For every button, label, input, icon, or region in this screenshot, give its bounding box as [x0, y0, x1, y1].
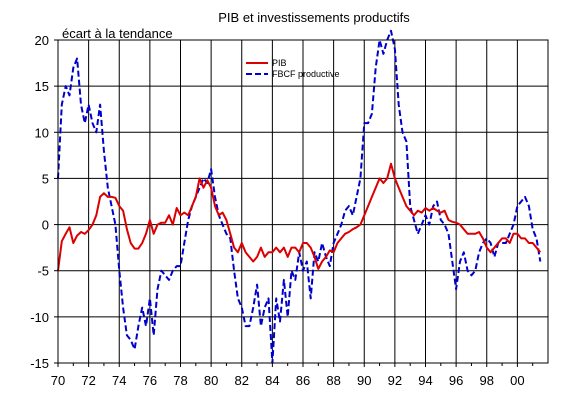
x-tick-label: 88: [326, 373, 340, 388]
series-line-fbcf-productive: [57, 29, 542, 364]
y-tick-label: 10: [35, 125, 49, 140]
x-tick-label: 72: [81, 373, 95, 388]
x-tick-label: 74: [112, 373, 126, 388]
x-tick-label: 86: [296, 373, 310, 388]
y-tick-label: 20: [35, 33, 49, 48]
legend-label-fbcf-productive: FBCF productive: [272, 69, 340, 79]
y-tick-label: -15: [30, 356, 49, 371]
y-axis-ticks: 20 15 10 5 0 -5 -10 -15: [30, 33, 58, 371]
x-tick-label: 76: [143, 373, 157, 388]
chart-title: PIB et investissements productifs: [218, 10, 410, 25]
grid: [58, 39, 548, 364]
x-tick-label: 70: [51, 373, 65, 388]
x-tick-label: 90: [357, 373, 371, 388]
x-tick-label: 78: [173, 373, 187, 388]
x-tick-label: 92: [388, 373, 402, 388]
x-tick-label: 00: [510, 373, 524, 388]
y-tick-label: -10: [30, 310, 49, 325]
y-tick-label: 0: [42, 218, 49, 233]
x-axis-ticks: 70 72 74 76 78 80 82 84 86 88 90 92 94 96 98 00: [51, 363, 534, 388]
x-tick-label: 96: [449, 373, 463, 388]
x-tick-label: 94: [418, 373, 432, 388]
legend-label-pib: PIB: [272, 58, 287, 68]
series-line-pib: [57, 162, 542, 271]
x-tick-label: 82: [235, 373, 249, 388]
x-tick-label: 84: [265, 373, 279, 388]
y-tick-label: -5: [37, 264, 49, 279]
y-axis-label: écart à la tendance: [62, 26, 173, 41]
y-tick-label: 15: [35, 79, 49, 94]
series-layer: [57, 29, 542, 364]
y-tick-label: 5: [42, 171, 49, 186]
x-tick-label: 98: [480, 373, 494, 388]
x-tick-label: 80: [204, 373, 218, 388]
